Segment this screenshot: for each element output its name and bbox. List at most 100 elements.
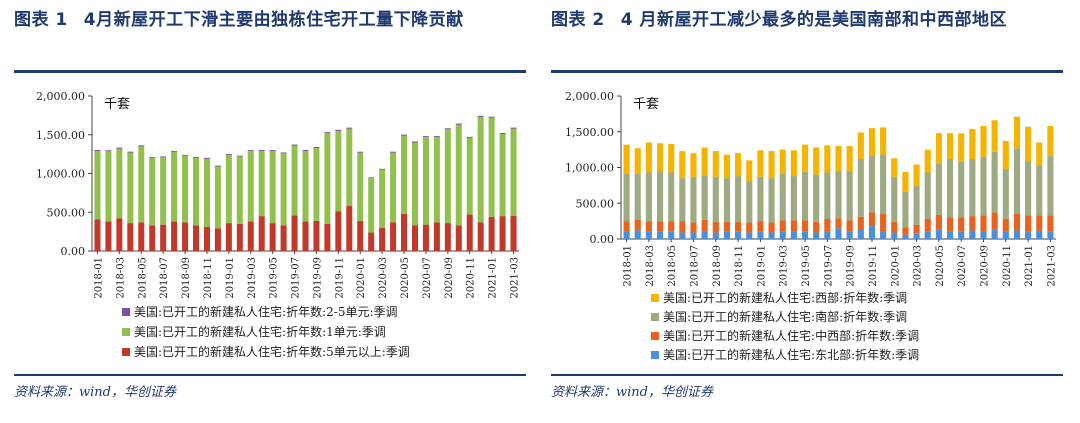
bar-segment: [790, 176, 797, 221]
bar-segment: [880, 127, 887, 155]
bar-segment: [645, 231, 652, 239]
bar-segment: [913, 164, 920, 187]
legend-label: 美国:已开工的新建私人住宅:折年数:1单元:季调: [134, 324, 386, 339]
bar-segment: [857, 132, 864, 159]
x-tick-label: 2018-07: [690, 245, 701, 287]
bar-segment: [171, 150, 178, 152]
bar-segment: [1047, 231, 1054, 239]
x-tick-label: 2018-09: [712, 245, 723, 287]
bar-segment: [149, 157, 156, 158]
bar-segment: [902, 191, 909, 228]
bar-segment: [679, 221, 686, 233]
bar-segment: [768, 232, 775, 239]
bar-segment: [357, 152, 364, 221]
legend-swatch: [651, 351, 659, 359]
bar-segment: [835, 218, 842, 229]
bar-segment: [510, 127, 517, 129]
bar-segment: [411, 142, 418, 226]
bar-segment: [466, 214, 473, 251]
bar-segment: [723, 178, 731, 222]
bar-segment: [1047, 215, 1054, 232]
bar-segment: [924, 172, 931, 219]
bar-segment: [913, 224, 920, 234]
bar-segment: [488, 216, 495, 251]
y-tick-label: 1,000.00: [565, 162, 614, 175]
legend-label: 美国:已开工的新建私人住宅:西部:折年数:季调: [663, 290, 907, 305]
bar-segment: [813, 221, 820, 233]
x-tick-label: 2020-09: [444, 257, 455, 299]
bar-segment: [1025, 126, 1032, 162]
bar-segment: [225, 154, 232, 224]
bar-segment: [247, 221, 254, 251]
y-tick-label: 0.00: [590, 233, 615, 246]
bar-segment: [488, 117, 495, 217]
x-tick-label: 2021-01: [488, 257, 499, 299]
bar-segment: [757, 150, 764, 177]
bar-segment: [668, 221, 675, 232]
bar-segment: [846, 231, 853, 239]
bar-segment: [824, 145, 831, 173]
bar-segment: [1047, 156, 1054, 216]
legend-swatch: [122, 308, 130, 316]
bar-segment: [313, 146, 320, 148]
bar-segment: [679, 178, 686, 222]
x-tick-label: 2019-11: [868, 245, 879, 287]
bar-segment: [269, 150, 276, 152]
bar-segment: [1002, 231, 1009, 239]
bar-segment: [1025, 161, 1032, 216]
bar-segment: [1013, 148, 1021, 214]
bar-segment: [645, 172, 652, 222]
bar-segment: [924, 218, 931, 232]
bar-segment: [138, 146, 145, 223]
bar-segment: [980, 156, 987, 216]
bar-segment: [824, 172, 831, 219]
bar-segment: [225, 153, 232, 155]
bar-segment: [433, 222, 440, 251]
legend-label: 美国:已开工的新建私人住宅:中西部:折年数:季调: [663, 328, 919, 343]
bar-segment: [656, 143, 664, 172]
bar-segment: [193, 158, 200, 226]
bar-segment: [712, 176, 719, 222]
bar-segment: [390, 151, 397, 153]
x-tick-label: 2019-11: [334, 257, 345, 299]
bar-segment: [835, 171, 842, 219]
x-tick-label: 2019-05: [269, 257, 280, 299]
bar-segment: [969, 158, 976, 217]
bar-segment: [946, 158, 954, 218]
legend-swatch: [651, 332, 659, 340]
bar-segment: [813, 232, 820, 239]
bar-segment: [723, 154, 731, 179]
y-tick-label: 2,000.00: [36, 90, 85, 103]
bar-segment: [779, 220, 786, 232]
bar-segment: [313, 147, 320, 221]
bar-segment: [980, 126, 987, 157]
bar-segment: [203, 226, 210, 251]
bar-segment: [813, 174, 820, 222]
bar-segment: [746, 232, 753, 239]
bar-segment: [94, 150, 101, 152]
bar-segment: [634, 173, 641, 220]
bar-segment: [182, 222, 189, 251]
bar-segment: [991, 120, 998, 152]
bar-segment: [1047, 126, 1054, 157]
x-tick-label: 2019-03: [247, 257, 258, 299]
bar-segment: [313, 220, 320, 251]
bar-segment: [291, 215, 298, 251]
bar-segment: [634, 148, 641, 174]
bar-segment: [138, 145, 145, 147]
bar-segment: [171, 151, 178, 222]
bar-segment: [656, 221, 664, 232]
bar-segment: [411, 141, 418, 143]
unit-label: 千套: [633, 96, 659, 112]
x-tick-label: 2018-07: [159, 257, 170, 299]
bar-segment: [723, 231, 731, 239]
unit-label: 千套: [104, 96, 130, 112]
bar-segment: [236, 156, 243, 224]
bar-segment: [746, 181, 753, 223]
x-tick-label: 2021-03: [510, 257, 521, 299]
bar-segment: [668, 143, 675, 173]
bar-segment: [160, 156, 167, 158]
bar-segment: [623, 221, 630, 232]
bar-segment: [690, 222, 697, 233]
legend-label: 美国:已开工的新建私人住宅:南部:折年数:季调: [663, 309, 907, 324]
